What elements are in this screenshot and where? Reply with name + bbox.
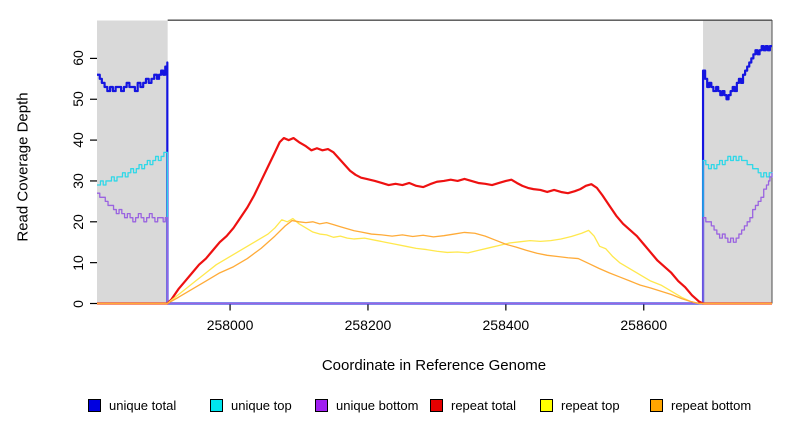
legend-label: unique total (109, 398, 177, 413)
y-tick-label: 20 (70, 214, 86, 230)
shaded-region (97, 20, 168, 304)
y-tick-label: 30 (70, 173, 86, 189)
series-unique-bottom (97, 172, 773, 305)
legend-label: unique top (231, 398, 292, 413)
legend-item-unique-bottom: unique bottom (315, 398, 418, 413)
y-tick-label: 40 (70, 132, 86, 148)
legend-label: repeat bottom (671, 398, 752, 413)
legend-item-unique-top: unique top (210, 398, 292, 413)
series-unique-top (97, 151, 773, 305)
y-tick-label: 50 (70, 91, 86, 108)
legend-swatch-icon (88, 399, 101, 412)
legend-item-unique-total: unique total (88, 398, 176, 413)
y-tick-label: 10 (70, 254, 86, 271)
series-unique-total (97, 45, 772, 305)
legend-label: repeat total (451, 398, 517, 413)
y-axis-label: Read Coverage Depth (14, 92, 32, 242)
series-repeat-bottom (97, 219, 772, 305)
legend-swatch-icon (210, 399, 223, 412)
series-repeat-total (97, 136, 772, 305)
x-tick-label: 258000 (206, 317, 254, 333)
x-axis-label: Coordinate in Reference Genome (321, 357, 547, 374)
legend-swatch-icon (650, 399, 663, 412)
legend-item-repeat-bottom: repeat bottom (650, 398, 751, 413)
x-tick-label: 258200 (344, 317, 392, 333)
y-tick-label: 0 (70, 299, 86, 308)
series-repeat-top (97, 217, 772, 305)
shaded-region (703, 20, 772, 304)
legend-label: unique bottom (336, 398, 419, 413)
legend-swatch-icon (540, 399, 553, 412)
y-tick-label: 60 (70, 50, 86, 67)
x-tick-label: 258600 (620, 317, 668, 333)
legend-label: repeat top (561, 398, 620, 413)
legend-swatch-icon (430, 399, 443, 412)
x-tick-label: 258400 (482, 317, 530, 333)
legend-item-repeat-top: repeat top (540, 398, 620, 413)
legend-item-repeat-total: repeat total (430, 398, 516, 413)
legend-swatch-icon (315, 399, 328, 412)
